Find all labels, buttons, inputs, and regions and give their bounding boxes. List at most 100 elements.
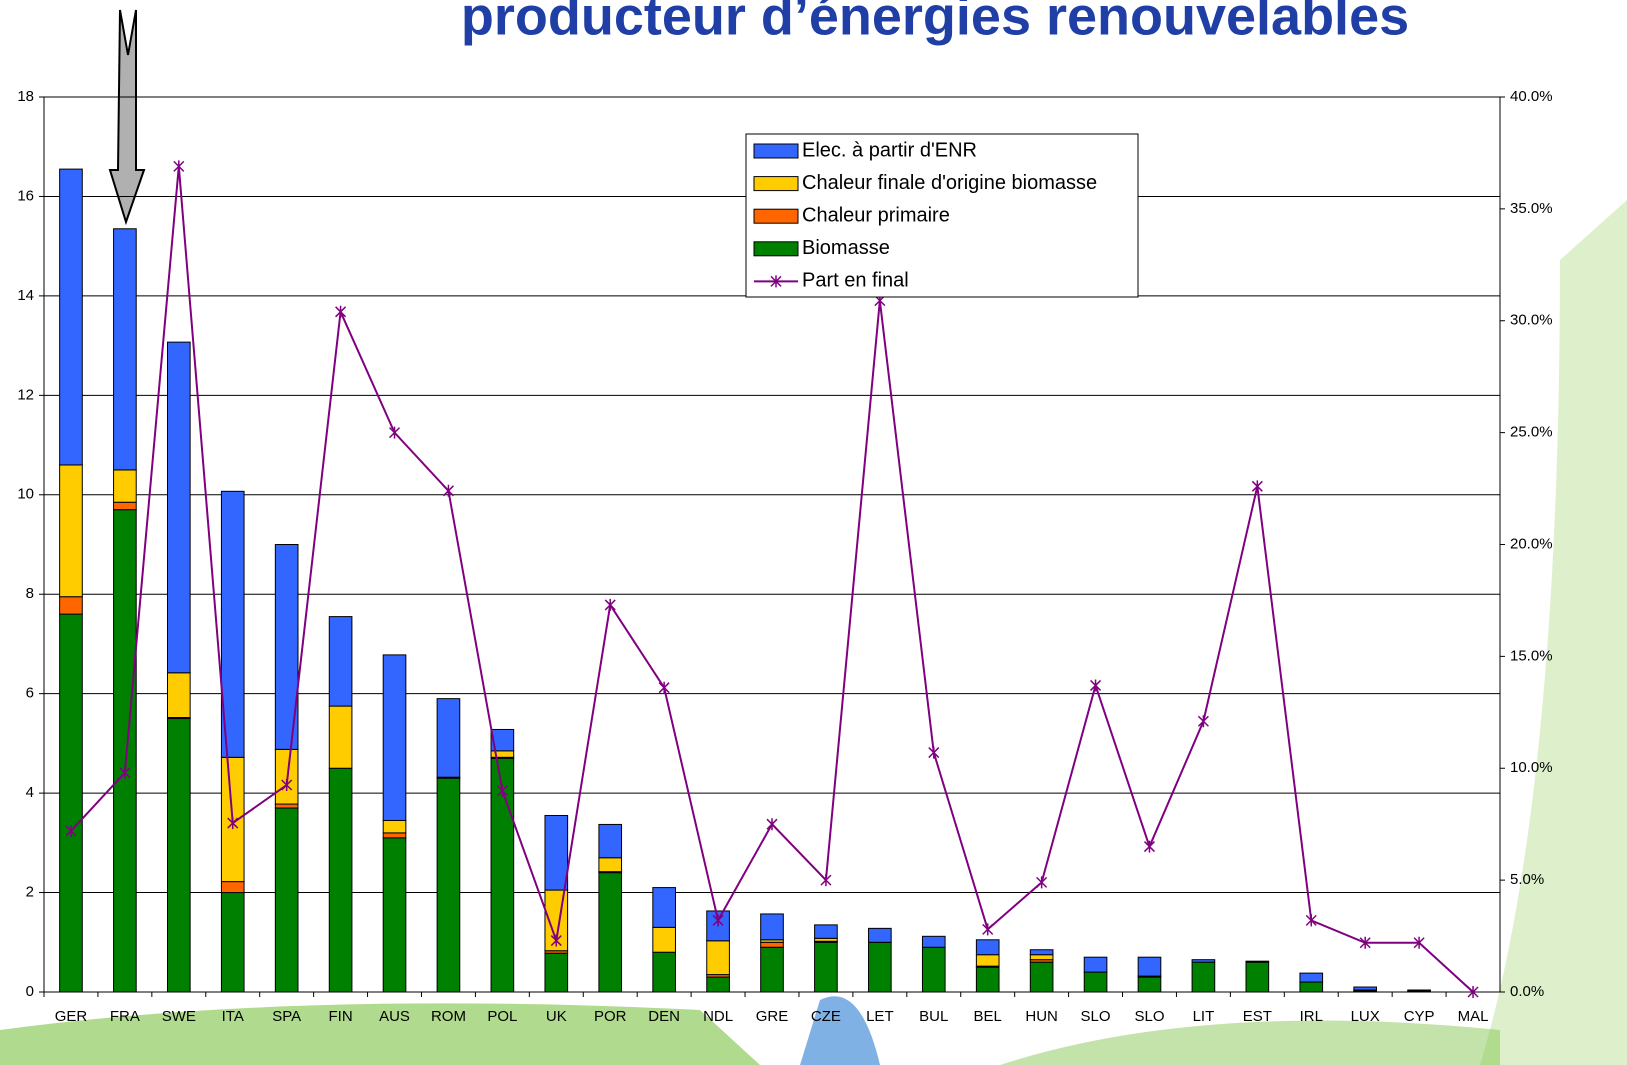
bar-segment [1029, 961, 1054, 993]
bar-segment [814, 941, 838, 993]
x-tick-label: LUX [1351, 1008, 1380, 1025]
line-marker [1359, 936, 1371, 949]
x-tick-label: SWE [162, 1008, 196, 1025]
line-marker [281, 779, 293, 792]
y-tick-label: 8 [26, 585, 34, 602]
y-tick-label: 4 [26, 784, 34, 801]
bar-segment [113, 228, 137, 471]
bar-segment [220, 892, 245, 993]
y2-tick-label: 25.0% [1510, 424, 1553, 441]
line-marker [1090, 679, 1102, 692]
y-tick-label: 2 [26, 884, 34, 901]
x-tick-label: DEN [648, 1008, 680, 1025]
bar-segment [1245, 961, 1270, 993]
line-marker [442, 484, 454, 497]
bar-segment [598, 872, 623, 993]
bar-segment [598, 857, 623, 873]
background-decoration [0, 200, 1627, 1065]
bar-segment [113, 501, 137, 511]
bar-segment [59, 613, 83, 993]
x-tick-label: POR [594, 1008, 627, 1025]
bar-segment [382, 819, 407, 834]
legend-label: Part en final [802, 270, 909, 292]
x-tick-label: ROM [431, 1008, 466, 1025]
bar-segment [1137, 956, 1162, 977]
line-marker [227, 817, 239, 830]
y2-tick-label: 35.0% [1510, 200, 1553, 217]
x-tick-label: NDL [703, 1008, 733, 1025]
x-tick-label: LET [866, 1008, 894, 1025]
bar-segment [652, 926, 676, 953]
legend-label: Elec. à partir d'ENR [802, 139, 977, 161]
line-marker [712, 914, 724, 927]
bar-segment [1407, 989, 1431, 992]
x-tick-label: AUS [379, 1008, 410, 1025]
bar-segment [760, 946, 784, 993]
bar-segment [113, 469, 137, 503]
bar-segment [1029, 949, 1054, 956]
y-tick-label: 6 [26, 685, 34, 702]
bar-segment [1083, 956, 1108, 973]
bar-segment [1029, 954, 1054, 961]
y2-tick-label: 20.0% [1510, 535, 1553, 552]
legend-label: Chaleur primaire [802, 204, 950, 226]
bar-segment [1083, 971, 1108, 993]
bar-segment [382, 654, 407, 821]
bar-segment [760, 941, 784, 948]
y2-tick-label: 0.0% [1510, 983, 1544, 1000]
bar-segment [220, 490, 245, 758]
bar-segment [274, 807, 299, 993]
bar-segment [490, 728, 515, 752]
line-marker [658, 681, 670, 694]
bar-segment [328, 767, 353, 993]
bar-segment [59, 596, 83, 615]
legend-label: Biomasse [802, 237, 890, 259]
x-tick-label: MAL [1458, 1008, 1489, 1025]
legend-marker [770, 275, 782, 288]
bar-segment [382, 837, 407, 993]
y2-tick-label: 40.0% [1510, 88, 1553, 105]
bar-segment [166, 341, 191, 674]
bar-segment [814, 924, 838, 939]
line-marker [1251, 480, 1263, 493]
x-tick-label: IRL [1300, 1008, 1323, 1025]
y-tick-label: 14 [17, 287, 34, 304]
bar-segment [652, 887, 676, 928]
x-tick-label: BEL [974, 1008, 1002, 1025]
bar-segment [274, 803, 299, 809]
x-tick-label: GRE [756, 1008, 789, 1025]
chart-title: producteur d’énergies renouvelables [461, 0, 1409, 46]
x-tick-label: UK [546, 1008, 567, 1025]
line-marker [65, 824, 77, 837]
bar-segment [975, 954, 1000, 967]
bar-segment [59, 464, 83, 598]
bar-segment [868, 927, 892, 943]
x-tick-label: GER [55, 1008, 88, 1025]
bar-segment [274, 544, 299, 750]
line-marker [928, 746, 940, 759]
bar-segment [975, 966, 1000, 993]
bar-segment [436, 777, 461, 993]
y-tick-label: 0 [26, 983, 34, 1000]
x-tick-label: CYP [1404, 1008, 1435, 1025]
y-tick-label: 10 [17, 486, 34, 503]
line-marker [1036, 876, 1048, 889]
line-marker [335, 305, 347, 318]
bar-segment [166, 718, 191, 993]
legend-swatch [753, 176, 799, 192]
x-tick-label: BUL [919, 1008, 948, 1025]
line-marker [1305, 914, 1317, 927]
bar-segment [1245, 960, 1270, 963]
bar-segment [544, 814, 569, 891]
y2-tick-label: 5.0% [1510, 871, 1544, 888]
bar-segment [59, 168, 83, 466]
x-tick-label: SLO [1081, 1008, 1111, 1025]
x-tick-label: SLO [1134, 1008, 1164, 1025]
bar-segment [1299, 972, 1324, 983]
x-tick-label: LIT [1193, 1008, 1215, 1025]
bar-segment [220, 881, 245, 894]
bar-segment [706, 940, 730, 976]
bar-segment [598, 823, 623, 859]
legend-box [745, 133, 1139, 298]
